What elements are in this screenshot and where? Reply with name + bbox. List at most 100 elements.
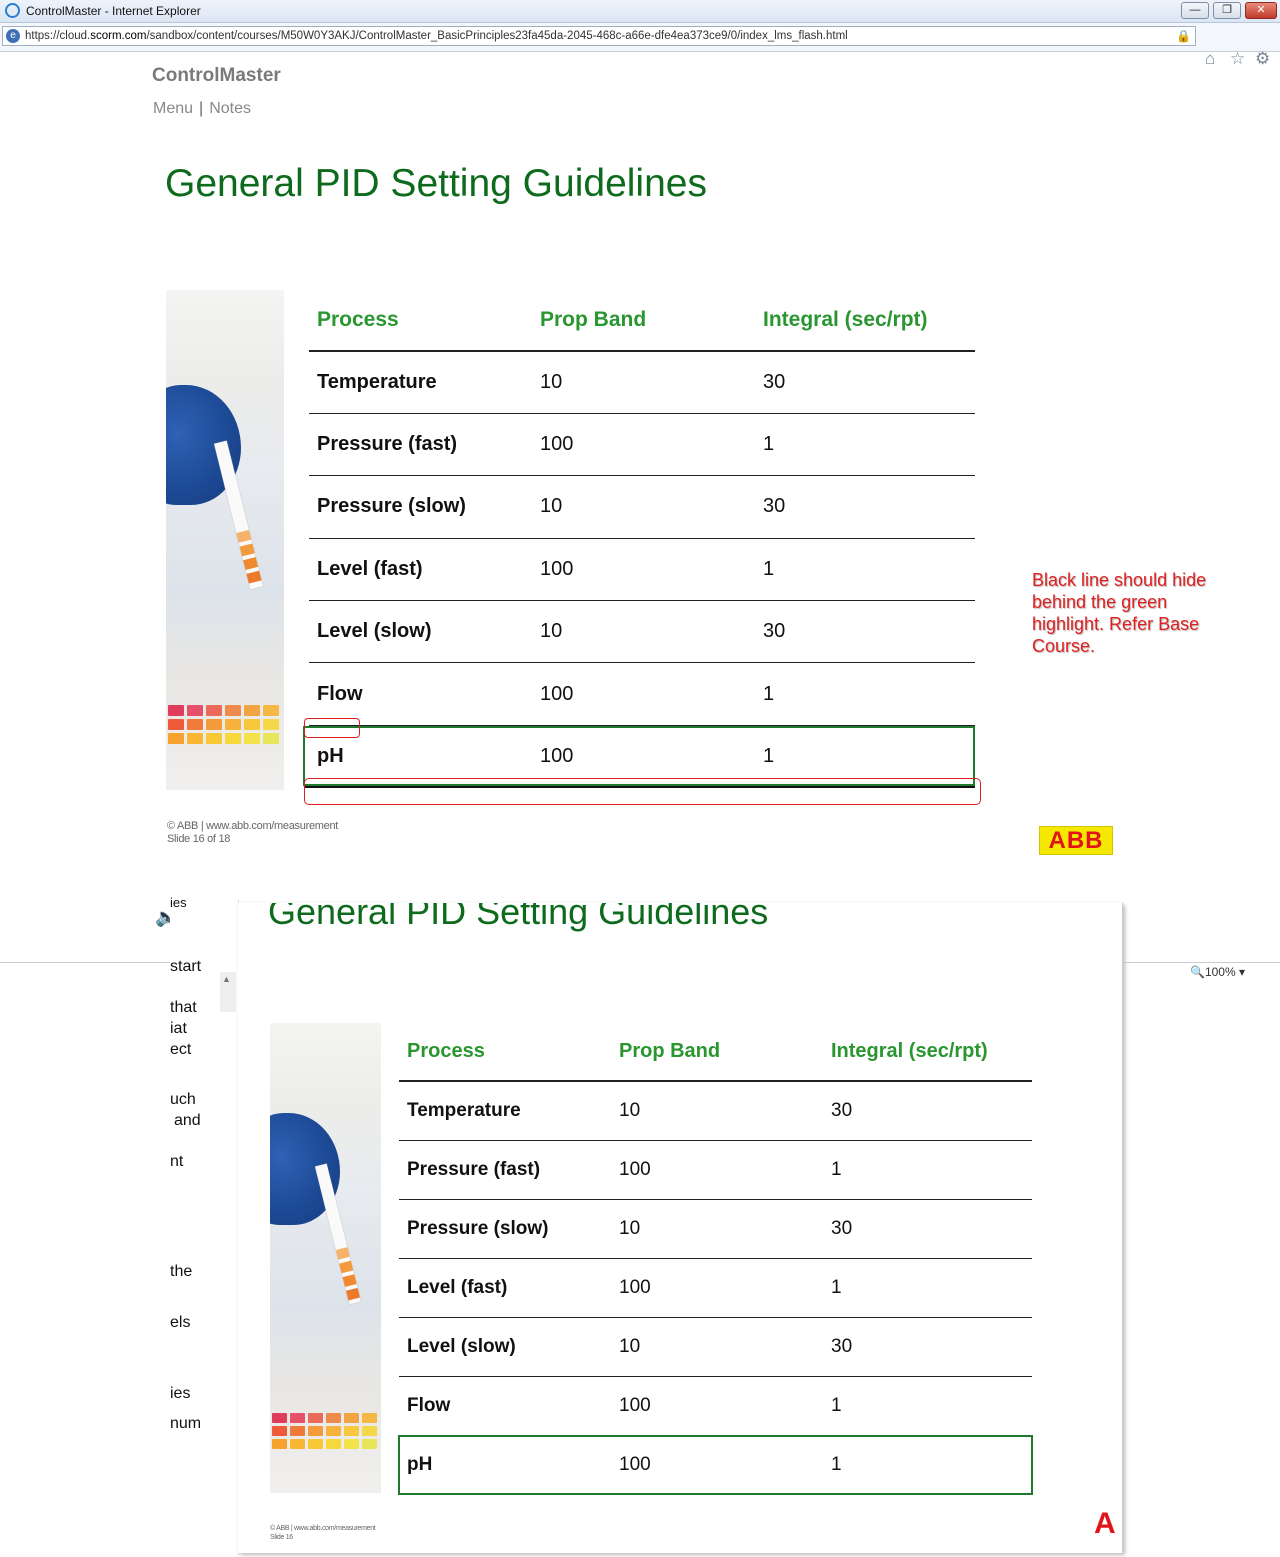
process-cell: Pressure (fast) (309, 413, 532, 475)
footer-copyright: © ABB | www.abb.com/measurement (270, 1524, 375, 1533)
panel-fragment: ect (170, 1041, 191, 1059)
panel-fragment: nt (170, 1153, 183, 1171)
prop-band-cell: 100 (532, 413, 755, 475)
url-path: /sandbox/content/courses/M50W0Y3AKJ/Cont… (146, 30, 847, 42)
table-row: Flow 100 1 (399, 1376, 1032, 1435)
table-row: Level (slow) 10 30 (309, 601, 975, 663)
review-markup-small (304, 718, 360, 738)
table-row: Pressure (slow) 10 30 (399, 1199, 1032, 1258)
header-integral: Integral (sec/rpt) (755, 290, 975, 351)
lower-slide-footer: © ABB | www.abb.com/measurement Slide 16 (270, 1524, 375, 1542)
zoom-level: 100% (1205, 965, 1236, 979)
table-row: Temperature 10 30 (399, 1081, 1032, 1140)
header-process: Process (309, 290, 532, 351)
lock-icon[interactable]: 🔒 (1176, 29, 1191, 43)
table-row: Temperature 10 30 (309, 351, 975, 413)
address-bar: e https://cloud.scorm.com/sandbox/conten… (0, 23, 1280, 52)
integral-cell: 30 (755, 601, 975, 663)
slide-footer: © ABB | www.abb.com/measurement Slide 16… (167, 820, 338, 846)
integral-cell: 1 (823, 1140, 1032, 1199)
home-icon[interactable]: ⌂ (1205, 49, 1215, 69)
integral-cell: 1 (755, 413, 975, 475)
integral-cell: 30 (823, 1199, 1032, 1258)
lower-slide: General PID Setting Guidelines Process P… (238, 903, 1123, 1553)
prop-band-cell: 100 (532, 538, 755, 600)
process-cell: Pressure (fast) (399, 1140, 611, 1199)
course-nav: Menu | Notes (153, 100, 251, 118)
process-cell: Pressure (slow) (309, 476, 532, 538)
process-cell: Temperature (309, 351, 532, 413)
table-header-row: Process Prop Band Integral (sec/rpt) (399, 1023, 1032, 1081)
lower-abb-logo: A (1094, 1507, 1116, 1541)
process-cell: Temperature (399, 1081, 611, 1140)
lower-ph-test-strip-photo (270, 1023, 381, 1493)
panel-fragment: ies (170, 895, 187, 910)
integral-cell: 1 (823, 1376, 1032, 1435)
menu-link[interactable]: Menu (153, 100, 193, 117)
integral-cell: 30 (755, 476, 975, 538)
lower-slide-title: General PID Setting Guidelines (268, 903, 768, 933)
internet-explorer-icon (5, 3, 20, 18)
zoom-control[interactable]: 🔍100% ▾ (1190, 965, 1245, 979)
prop-band-cell: 10 (532, 351, 755, 413)
color-chart (168, 705, 284, 744)
table-row: Level (fast) 100 1 (399, 1258, 1032, 1317)
table-row: Level (slow) 10 30 (399, 1317, 1032, 1376)
panel-fragment: and (174, 1112, 201, 1130)
process-cell: Flow (399, 1376, 611, 1435)
process-cell: Level (slow) (309, 601, 532, 663)
integral-cell: 30 (823, 1081, 1032, 1140)
window-titlebar: ControlMaster - Internet Explorer — ❐ ✕ (0, 0, 1280, 23)
integral-cell: 1 (823, 1258, 1032, 1317)
integral-cell: 30 (755, 351, 975, 413)
table-row: Flow 100 1 (309, 663, 975, 725)
process-cell: Level (fast) (309, 538, 532, 600)
restore-button[interactable]: ❐ (1213, 2, 1241, 19)
prop-band-cell: 100 (611, 1258, 823, 1317)
prop-band-cell: 100 (532, 663, 755, 725)
process-cell: Level (fast) (399, 1258, 611, 1317)
close-button[interactable]: ✕ (1245, 2, 1277, 19)
gear-icon[interactable]: ⚙ (1255, 49, 1270, 69)
abb-logo: ABB (1039, 826, 1113, 855)
nav-separator: | (199, 100, 203, 117)
table-row: Level (fast) 100 1 (309, 538, 975, 600)
page-icon: e (6, 29, 20, 43)
lower-pid-guidelines-table: Process Prop Band Integral (sec/rpt) Tem… (399, 1023, 1032, 1494)
panel-fragment: num (170, 1415, 201, 1433)
prop-band-cell: 10 (532, 476, 755, 538)
favorites-star-icon[interactable]: ☆ (1230, 49, 1245, 69)
prop-band-cell: 100 (611, 1376, 823, 1435)
notes-link[interactable]: Notes (209, 100, 251, 117)
review-comment: Black line should hide behind the green … (1032, 569, 1232, 657)
minimize-button[interactable]: — (1181, 2, 1209, 19)
panel-fragment: start (170, 958, 201, 976)
integral-cell: 30 (823, 1317, 1032, 1376)
footer-slide-number: Slide 16 of 18 (167, 833, 338, 846)
prop-band-cell: 10 (611, 1199, 823, 1258)
panel-fragment: uch (170, 1091, 196, 1109)
prop-band-cell: 100 (611, 1140, 823, 1199)
url-domain: scorm.com (90, 30, 146, 42)
integral-cell: 1 (755, 538, 975, 600)
course-brand: ControlMaster (152, 65, 281, 87)
scroll-up-icon[interactable]: ▲ (222, 974, 231, 984)
table-row: Pressure (fast) 100 1 (399, 1140, 1032, 1199)
panel-fragment: that (170, 999, 197, 1017)
slide-title: General PID Setting Guidelines (165, 162, 707, 206)
panel-fragment: ies (170, 1385, 190, 1403)
prop-band-cell: 10 (532, 601, 755, 663)
footer-slide-number: Slide 16 (270, 1533, 375, 1542)
url-prefix: https://cloud. (25, 30, 90, 42)
header-integral: Integral (sec/rpt) (823, 1023, 1032, 1081)
zoom-icon: 🔍 (1190, 965, 1205, 979)
footer-copyright: © ABB | www.abb.com/measurement (167, 820, 338, 833)
header-prop-band: Prop Band (611, 1023, 823, 1081)
url-field[interactable]: e https://cloud.scorm.com/sandbox/conten… (2, 26, 1196, 46)
window-title: ControlMaster - Internet Explorer (26, 4, 201, 18)
table-row: Pressure (fast) 100 1 (309, 413, 975, 475)
color-chart (272, 1413, 381, 1449)
prop-band-cell: 10 (611, 1317, 823, 1376)
url-text[interactable]: https://cloud.scorm.com/sandbox/content/… (25, 30, 848, 42)
process-cell: Level (slow) (399, 1317, 611, 1376)
